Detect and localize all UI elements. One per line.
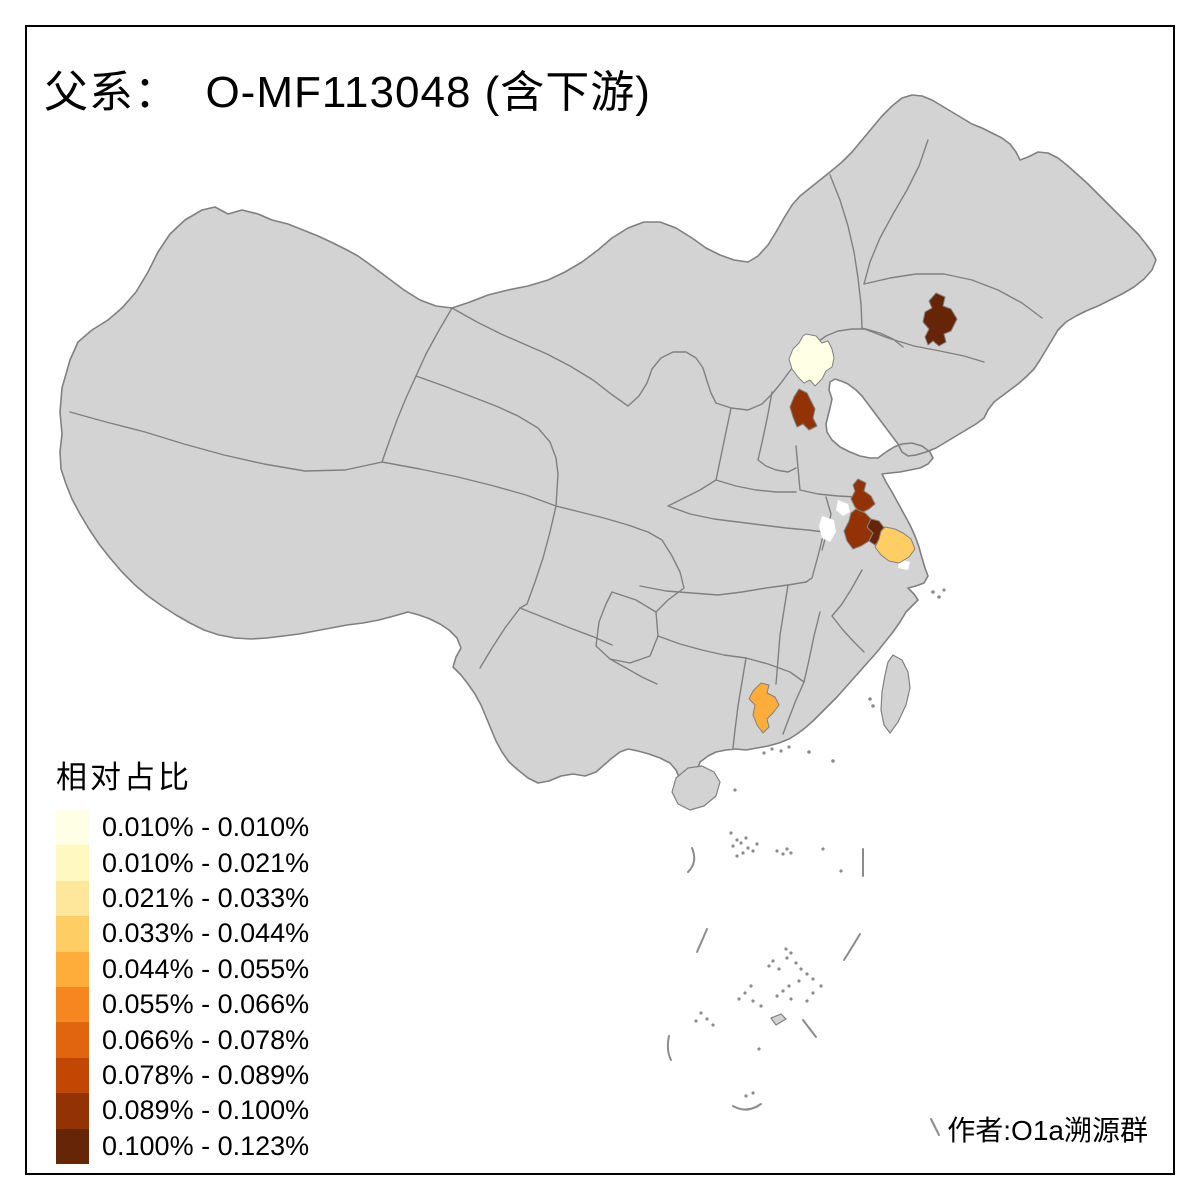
legend-label: 0.044% - 0.055%	[102, 953, 310, 984]
author-credit: 作者:O1a溯源群	[947, 1115, 1148, 1146]
legend-label: 0.078% - 0.089%	[102, 1059, 310, 1090]
legend-item: 0.100% - 0.123%	[56, 1128, 310, 1164]
legend-item: 0.033% - 0.044%	[56, 916, 310, 952]
region-jiangsu-gold	[874, 526, 916, 564]
legend-swatch	[56, 880, 89, 917]
legend-swatch	[56, 810, 89, 846]
highlighted-regions	[748, 292, 958, 734]
legend-label: 0.055% - 0.066%	[102, 989, 310, 1020]
legend-item: 0.066% - 0.078%	[56, 1022, 310, 1058]
legend-swatch	[56, 1057, 89, 1094]
legend-item: 0.021% - 0.033%	[56, 880, 310, 917]
legend-swatch	[56, 1128, 89, 1164]
legend-item: 0.055% - 0.066%	[56, 986, 310, 1023]
legend-label: 0.089% - 0.100%	[102, 1095, 310, 1126]
region-jiangsu-north	[850, 478, 876, 514]
china-mainland-shape	[59, 94, 1157, 793]
legend: 相对占比 0.010% - 0.010% 0.010% - 0.021% 0.0…	[56, 752, 309, 1164]
region-guangdong-center	[748, 682, 780, 734]
legend-label: 0.010% - 0.010%	[102, 812, 310, 843]
legend-label: 0.066% - 0.078%	[102, 1024, 310, 1055]
region-tianjin	[789, 388, 818, 431]
legend-item: 0.044% - 0.055%	[56, 951, 310, 987]
page-title: 父系： O-MF113048 (含下游)	[44, 68, 651, 117]
legend-swatch	[56, 986, 89, 1023]
legend-item: 0.089% - 0.100%	[56, 1093, 310, 1129]
legend-title: 相对占比	[56, 760, 192, 795]
region-northeast-dark	[922, 292, 958, 347]
legend-item: 0.078% - 0.089%	[56, 1057, 310, 1094]
legend-label: 0.010% - 0.021%	[102, 847, 310, 878]
south-china-sea-islands	[666, 588, 946, 1136]
region-beijing	[788, 333, 835, 387]
island-dots	[694, 588, 946, 1098]
legend-item: 0.010% - 0.021%	[56, 845, 310, 881]
legend-swatch	[56, 951, 89, 987]
legend-swatch	[56, 1022, 89, 1058]
legend-swatch	[56, 845, 89, 881]
legend-item: 0.010% - 0.010%	[56, 810, 310, 846]
legend-swatch	[56, 916, 89, 952]
legend-label: 0.100% - 0.123%	[102, 1130, 310, 1161]
legend-label: 0.021% - 0.033%	[102, 882, 310, 913]
hainan-island	[671, 765, 721, 811]
legend-swatch	[56, 1093, 89, 1129]
taiwan-island	[880, 654, 911, 734]
legend-label: 0.033% - 0.044%	[102, 918, 310, 949]
